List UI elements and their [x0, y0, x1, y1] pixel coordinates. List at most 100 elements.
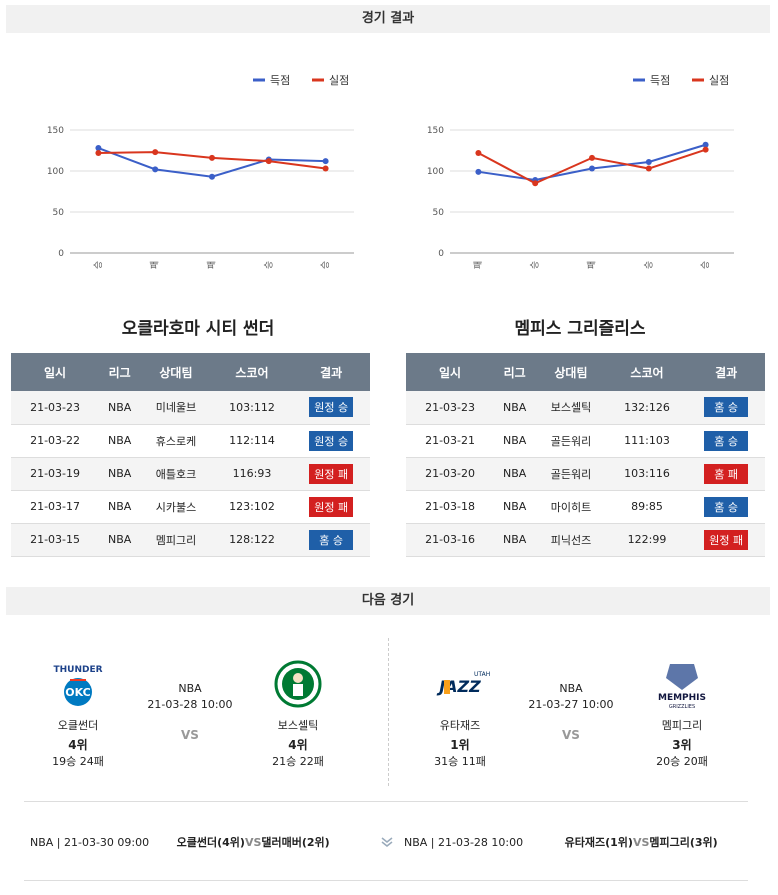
x-tick-label: 패	[587, 261, 598, 269]
left-team-title: 오클라호마 시티 썬더	[121, 319, 275, 339]
data-point	[95, 145, 102, 152]
svg-text:OKC: OKC	[65, 686, 90, 699]
data-point	[645, 165, 652, 172]
cell-result: 홈 승	[687, 424, 765, 458]
cell-result: 원정 패	[292, 490, 370, 524]
team-rank: 4위	[68, 738, 88, 752]
team-name: 보스셀틱	[277, 719, 319, 732]
footer-vs: VS	[244, 836, 262, 849]
cell-opp: 애틀호크	[140, 457, 212, 491]
svg-text:MEMPHIS: MEMPHIS	[658, 693, 706, 703]
result-badge: 홈 승	[704, 397, 749, 418]
x-tick-label: 승	[643, 261, 654, 269]
cell-result: 홈 패	[687, 457, 765, 491]
grizzlies-logo-icon: MEMPHIS GRIZZLIES	[658, 664, 706, 710]
footer-left-match[interactable]: NBA | 21-03-30 09:00 오클썬더(4위)VS댈러매버(2위)	[30, 834, 330, 850]
result-badge: 홈 승	[704, 496, 749, 517]
column-header: 일시	[406, 353, 495, 391]
table-row: 21-03-16 NBA 피닉선즈 122:99 원정 패	[406, 523, 765, 557]
x-tick-label: 승	[263, 261, 274, 269]
footer-right-match[interactable]: NBA | 21-03-28 10:00 유타재즈(1위)VS멤피그리(3위)	[404, 834, 718, 850]
data-point	[702, 141, 709, 148]
footer-home: 유타재즈(1위)	[564, 836, 633, 849]
result-badge: 원정 승	[309, 430, 354, 451]
table-row: 21-03-22 NBA 휴스로케 112:114 원정 승	[11, 424, 370, 458]
cell-opp: 마이히트	[535, 490, 607, 524]
results-header: 경기 결과	[6, 5, 770, 33]
match-league: NBA	[559, 682, 583, 695]
data-point	[532, 180, 539, 187]
cell-opp: 골든워리	[535, 457, 607, 491]
cell-league: NBA	[494, 391, 536, 425]
column-header: 리그	[99, 353, 141, 391]
data-point	[152, 149, 159, 156]
y-tick-label: 50	[433, 208, 445, 218]
cell-opp: 피닉선즈	[535, 523, 607, 557]
footer-away: 댈러매버(2위)	[261, 836, 330, 849]
column-header: 리그	[494, 353, 536, 391]
next-left-match-info: NBA 21-03-28 10:00	[130, 682, 250, 711]
column-header: 결과	[687, 353, 765, 391]
series-line	[478, 143, 706, 182]
left-results-table: 일시 리그 상대팀 스코어 결과 21-03-23 NBA 미네울브 103:112 원정 승 21…	[11, 353, 370, 557]
next-left-away-team[interactable]: 보스셀틱 4위 21승 22패	[253, 658, 343, 769]
svg-text:JAZZ: JAZZ	[436, 677, 481, 696]
cell-date: 21-03-17	[11, 490, 100, 524]
x-tick-label: 패	[150, 261, 161, 269]
table-row: 21-03-23 NBA 보스셀틱 132:126 홈 승	[406, 391, 765, 425]
table-row: 21-03-17 NBA 시카불스 123:102 원정 패	[11, 490, 370, 524]
right-results-table: 일시 리그 상대팀 스코어 결과 21-03-23 NBA 보스셀틱 132:126 홈 승 21-…	[406, 353, 765, 557]
cell-league: NBA	[494, 490, 536, 524]
data-point	[322, 165, 329, 172]
team-record: 21승 22패	[272, 755, 324, 768]
cell-result: 원정 패	[687, 523, 765, 557]
next-right-away-team[interactable]: MEMPHIS GRIZZLIES 멤피그리 3위 20승 20패	[637, 658, 727, 769]
data-point	[152, 166, 159, 173]
data-point	[95, 149, 102, 156]
cell-opp: 미네울브	[140, 391, 212, 425]
cell-date: 21-03-15	[11, 523, 100, 557]
team-name: 유타재즈	[439, 719, 481, 732]
legend-label: 득점	[270, 74, 290, 87]
result-badge: 원정 패	[704, 529, 749, 550]
vs-label: VS	[181, 728, 199, 742]
team-record: 20승 20패	[656, 755, 708, 768]
cell-date: 21-03-18	[406, 490, 495, 524]
cell-league: NBA	[494, 523, 536, 557]
x-tick-label: 승	[320, 261, 331, 269]
x-tick-label: 승	[93, 261, 104, 269]
column-header: 일시	[11, 353, 100, 391]
table-row: 21-03-20 NBA 골든워리 103:116 홈 패	[406, 457, 765, 491]
data-point	[209, 173, 215, 180]
team-name: 오클썬더	[57, 719, 99, 732]
result-badge: 원정 승	[309, 397, 354, 418]
column-header: 상대팀	[535, 353, 607, 391]
result-badge: 홈 승	[704, 430, 749, 451]
cell-league: NBA	[99, 457, 141, 491]
x-tick-label: 승	[530, 261, 541, 269]
table-row: 21-03-18 NBA 마이히트 89:85 홈 승	[406, 490, 765, 524]
data-point	[645, 158, 652, 165]
next-games-header: 다음 경기	[6, 587, 770, 615]
column-header: 스코어	[211, 353, 293, 391]
y-tick-label: 50	[53, 208, 65, 218]
left-score-chart: 득점 실점 0 50 100 150 승 패 패 승 승	[47, 74, 354, 269]
data-point	[702, 146, 709, 153]
next-left-home-team[interactable]: THUNDER OKC 오클썬더 4위 19승 24패	[33, 658, 123, 769]
chevron-down-icon[interactable]	[380, 836, 394, 848]
table-row: 21-03-15 NBA 멤피그리 128:122 홈 승	[11, 523, 370, 557]
right-team-title: 멤피스 그리즐리스	[514, 319, 646, 339]
svg-text:GRIZZLIES: GRIZZLIES	[669, 704, 695, 710]
next-right-home-team[interactable]: JAZZ UTAH 유타재즈 1위 31승 11패	[415, 658, 505, 769]
cell-result: 원정 패	[292, 457, 370, 491]
result-badge: 원정 패	[309, 496, 354, 517]
cell-score: 89:85	[606, 490, 688, 524]
column-header: 상대팀	[140, 353, 212, 391]
x-tick-label: 승	[700, 261, 711, 269]
column-header: 스코어	[606, 353, 688, 391]
team-rank: 4위	[288, 738, 308, 752]
match-datetime: 21-03-28 10:00	[147, 698, 233, 711]
footer-top-divider	[24, 801, 748, 802]
y-tick-label: 100	[47, 167, 64, 177]
cell-score: 123:102	[211, 490, 293, 524]
